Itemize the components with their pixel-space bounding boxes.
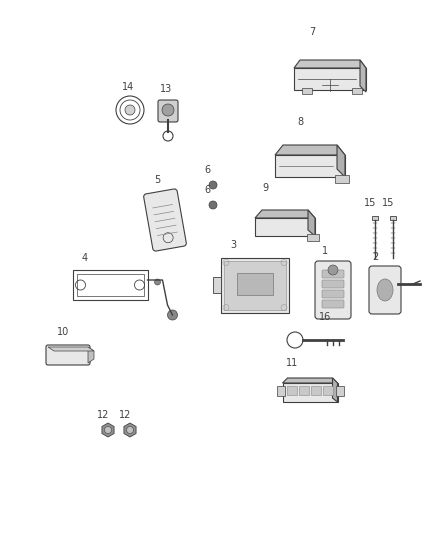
Ellipse shape: [377, 279, 393, 301]
FancyBboxPatch shape: [322, 300, 344, 308]
Text: 10: 10: [57, 327, 69, 337]
FancyBboxPatch shape: [46, 345, 90, 365]
Text: 1: 1: [322, 246, 328, 256]
FancyBboxPatch shape: [224, 261, 286, 310]
Text: 6: 6: [204, 165, 210, 175]
FancyBboxPatch shape: [283, 383, 338, 402]
FancyBboxPatch shape: [158, 100, 178, 122]
FancyBboxPatch shape: [299, 386, 309, 395]
FancyBboxPatch shape: [352, 88, 362, 94]
Circle shape: [328, 265, 338, 275]
FancyBboxPatch shape: [287, 386, 297, 395]
Polygon shape: [255, 210, 315, 218]
Text: 7: 7: [309, 27, 315, 37]
Circle shape: [209, 181, 217, 189]
Polygon shape: [124, 423, 136, 437]
Text: 5: 5: [154, 175, 160, 185]
Text: 3: 3: [230, 240, 236, 250]
Text: 11: 11: [286, 358, 298, 368]
Polygon shape: [308, 210, 315, 236]
Circle shape: [167, 310, 177, 320]
Circle shape: [209, 201, 217, 209]
Text: 4: 4: [82, 253, 88, 263]
FancyBboxPatch shape: [322, 270, 344, 278]
FancyBboxPatch shape: [372, 216, 378, 220]
FancyBboxPatch shape: [213, 277, 221, 293]
Text: 12: 12: [119, 410, 131, 420]
FancyBboxPatch shape: [275, 155, 345, 177]
FancyBboxPatch shape: [311, 386, 321, 395]
Polygon shape: [275, 145, 345, 155]
FancyBboxPatch shape: [322, 290, 344, 298]
Text: 15: 15: [364, 198, 376, 208]
FancyBboxPatch shape: [237, 273, 273, 295]
Polygon shape: [88, 347, 94, 363]
Text: 12: 12: [97, 410, 109, 420]
FancyBboxPatch shape: [307, 234, 319, 241]
Polygon shape: [294, 60, 366, 68]
Circle shape: [162, 104, 174, 116]
Circle shape: [125, 105, 135, 115]
Circle shape: [155, 279, 160, 285]
FancyBboxPatch shape: [255, 218, 315, 236]
Polygon shape: [360, 60, 366, 92]
FancyBboxPatch shape: [302, 88, 312, 94]
FancyBboxPatch shape: [336, 386, 343, 396]
Polygon shape: [332, 378, 338, 402]
Text: 8: 8: [297, 117, 303, 127]
FancyBboxPatch shape: [315, 261, 351, 319]
Text: 2: 2: [372, 252, 378, 262]
Polygon shape: [48, 347, 94, 351]
Circle shape: [127, 426, 134, 433]
FancyBboxPatch shape: [335, 175, 349, 183]
Polygon shape: [102, 423, 114, 437]
Text: 16: 16: [319, 312, 331, 322]
FancyBboxPatch shape: [390, 216, 396, 220]
Text: 6: 6: [204, 185, 210, 195]
Text: 9: 9: [262, 183, 268, 193]
Polygon shape: [283, 378, 338, 383]
FancyBboxPatch shape: [322, 280, 344, 288]
FancyBboxPatch shape: [221, 257, 289, 312]
Text: 15: 15: [382, 198, 394, 208]
FancyBboxPatch shape: [323, 386, 333, 395]
FancyBboxPatch shape: [369, 266, 401, 314]
FancyBboxPatch shape: [276, 386, 285, 396]
Text: 14: 14: [122, 82, 134, 92]
FancyBboxPatch shape: [144, 189, 186, 251]
Polygon shape: [337, 145, 345, 177]
FancyBboxPatch shape: [294, 68, 366, 90]
Circle shape: [105, 426, 112, 433]
Text: 13: 13: [160, 84, 172, 94]
